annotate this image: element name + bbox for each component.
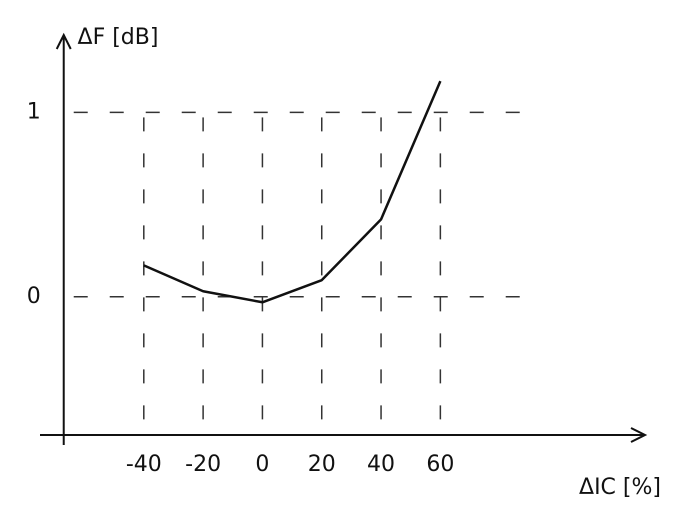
x-tick-label: -40 <box>126 452 162 477</box>
curve <box>144 81 441 302</box>
x-tick-label: 20 <box>308 452 336 477</box>
x-tick-label: 0 <box>255 452 269 477</box>
x-tick-label: -20 <box>185 452 221 477</box>
y-axis-label: ΔF [dB] <box>78 25 159 50</box>
y-tick-label: 1 <box>27 99 41 124</box>
x-axis-label: ΔIC [%] <box>579 475 661 500</box>
x-axis <box>40 428 645 442</box>
y-axis <box>57 35 71 445</box>
chart: ΔF [dB] ΔIC [%] 0 1 -40 -20 0 20 40 60 <box>0 0 698 508</box>
x-tick-label: 40 <box>367 452 395 477</box>
x-tick-label: 60 <box>426 452 454 477</box>
y-tick-label: 0 <box>27 284 41 309</box>
